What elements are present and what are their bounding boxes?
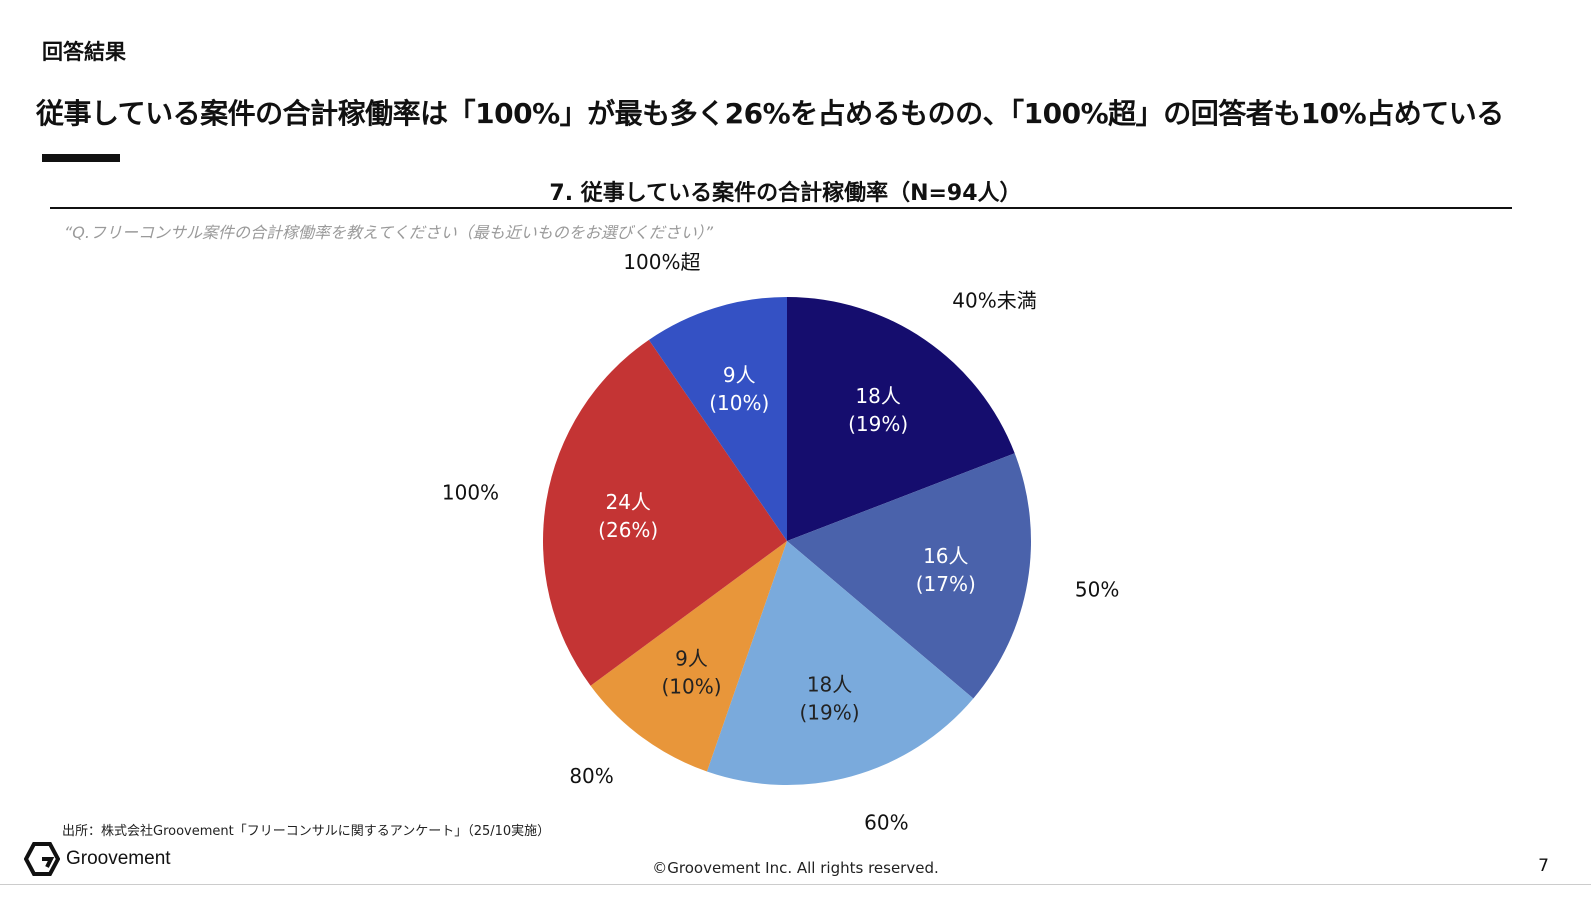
source-note: 出所：株式会社Groovement「フリーコンサルに関するアンケート」（25/1… xyxy=(62,824,551,839)
section-label: 回答結果 xyxy=(42,40,126,64)
slice-category-label: 80% xyxy=(569,764,613,788)
title-divider xyxy=(50,207,1512,209)
slice-count-label: 16人 xyxy=(923,544,968,568)
page-number: 7 xyxy=(1538,856,1549,876)
slice-count-label: 18人 xyxy=(807,672,852,696)
survey-question: “Q.フリーコンサル案件の合計稼働率を教えてください（最も近いものをお選びくださ… xyxy=(64,223,713,242)
slice-count-label: 24人 xyxy=(605,490,650,514)
slice-percent-label: (26%) xyxy=(598,518,658,542)
groovement-logo-icon xyxy=(24,842,60,876)
copyright: ©Groovement Inc. All rights reserved. xyxy=(652,859,939,877)
slice-percent-label: (10%) xyxy=(661,675,721,699)
slice-count-label: 18人 xyxy=(855,384,900,408)
chart-title-wrapper: 7. 従事している案件の合計稼働率（N=94人） xyxy=(0,175,1591,207)
slice-percent-label: (17%) xyxy=(916,572,976,596)
pie-slice xyxy=(787,453,1031,699)
company-logo: Groovement xyxy=(24,842,171,876)
pie-slice xyxy=(590,541,787,772)
chart-title: 7. 従事している案件の合計稼働率（N=94人） xyxy=(549,181,1022,206)
slice-category-label: 50% xyxy=(1075,578,1119,602)
pie-slice xyxy=(706,541,974,785)
bottom-divider xyxy=(0,884,1591,885)
slice-category-label: 40%未満 xyxy=(952,288,1036,312)
slice-category-label: 100% xyxy=(442,480,499,504)
slice-count-label: 9人 xyxy=(675,647,708,671)
headline: 従事している案件の合計稼働率は「100%」が最も多く26%を占めるものの、「10… xyxy=(36,97,1504,130)
logo-text: Groovement xyxy=(66,848,171,869)
pie-slice xyxy=(787,297,1015,541)
slice-percent-label: (19%) xyxy=(848,412,908,436)
pie-slice xyxy=(648,297,787,541)
slice-category-label: 100%超 xyxy=(623,250,700,274)
slice-percent-label: (10%) xyxy=(709,391,769,415)
slice-count-label: 9人 xyxy=(723,363,756,387)
accent-bar xyxy=(42,154,120,162)
pie-slice xyxy=(543,339,787,686)
slice-category-label: 60% xyxy=(864,811,908,835)
slice-percent-label: (19%) xyxy=(800,700,860,724)
